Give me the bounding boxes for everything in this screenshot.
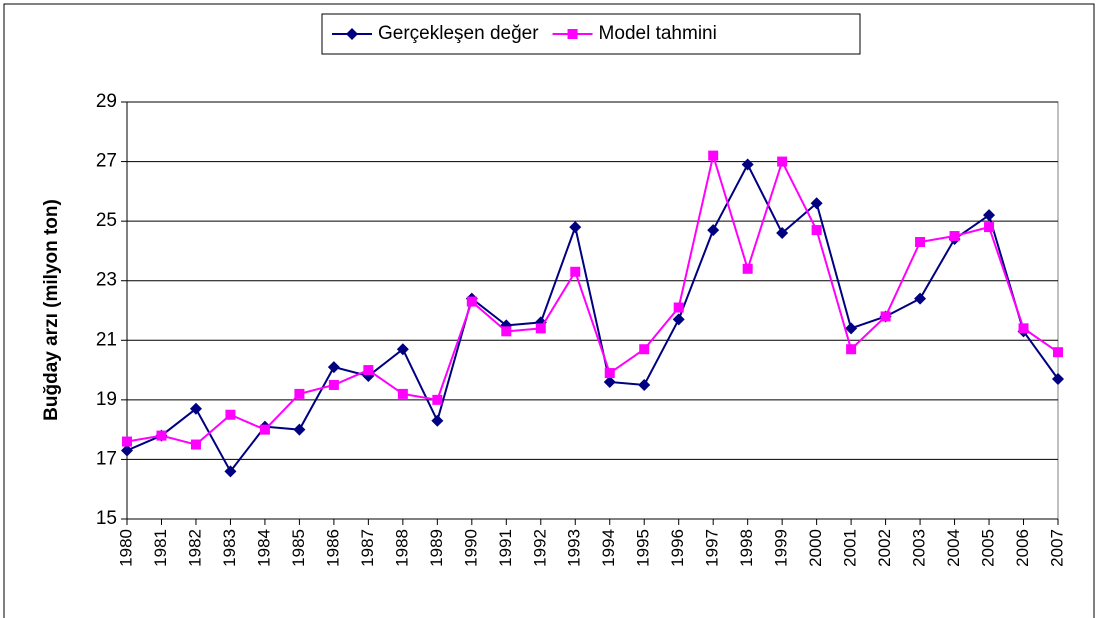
data-point <box>672 313 685 326</box>
y-tick-label: 23 <box>96 270 117 291</box>
y-tick-label: 21 <box>96 329 117 350</box>
data-point <box>604 368 615 379</box>
data-point <box>1053 347 1063 358</box>
x-tick-label: 1982 <box>185 529 204 567</box>
legend-marker <box>346 28 358 40</box>
legend-label: Model tahmini <box>599 23 717 44</box>
data-point <box>328 379 339 390</box>
x-tick-label: 2001 <box>841 529 860 567</box>
data-point <box>259 424 270 435</box>
x-tick-label: 1983 <box>220 529 239 567</box>
x-tick-label: 1999 <box>772 529 791 567</box>
x-tick-label: 2006 <box>1013 529 1032 567</box>
data-point <box>777 156 788 167</box>
data-point <box>224 465 237 478</box>
data-point <box>1018 323 1029 334</box>
data-point <box>603 375 616 388</box>
data-point <box>190 439 201 450</box>
data-point <box>846 344 857 355</box>
x-tick-label: 1989 <box>427 529 446 567</box>
data-point <box>949 231 960 242</box>
data-point <box>432 394 443 405</box>
data-point <box>397 388 408 399</box>
data-point <box>673 302 684 313</box>
data-point <box>708 150 719 161</box>
x-tick-label: 2005 <box>979 529 998 567</box>
data-point <box>639 344 650 355</box>
y-tick-label: 19 <box>96 389 117 410</box>
data-point <box>1052 373 1064 386</box>
y-tick-label: 15 <box>96 508 117 529</box>
data-point <box>431 414 444 427</box>
x-tick-label: 1991 <box>496 529 515 567</box>
x-tick-label: 1981 <box>151 529 170 567</box>
data-point <box>570 266 581 277</box>
data-point <box>569 221 582 234</box>
x-tick-label: 1992 <box>530 529 549 567</box>
y-tick-label: 17 <box>96 448 117 469</box>
y-tick-label: 29 <box>96 91 117 112</box>
x-tick-label: 1985 <box>289 529 308 567</box>
series-line <box>126 151 1059 446</box>
data-point <box>984 222 995 233</box>
data-point <box>327 361 340 374</box>
data-point <box>638 378 651 391</box>
data-point <box>880 311 891 322</box>
data-point <box>983 209 996 222</box>
x-tick-label: 2000 <box>806 529 825 567</box>
x-tick-label: 2002 <box>875 529 894 567</box>
x-tick-label: 2004 <box>944 529 963 567</box>
data-point <box>122 436 132 447</box>
legend-label: Gerçekleşen değer <box>378 23 539 44</box>
data-point <box>535 323 546 334</box>
x-tick-label: 1988 <box>392 529 411 567</box>
data-point <box>189 402 202 415</box>
data-point <box>293 423 306 436</box>
x-tick-label: 2007 <box>1047 529 1066 567</box>
data-point <box>396 343 409 356</box>
y-axis-label: Buğday arzı (milyon ton) <box>41 199 62 421</box>
data-point <box>776 227 789 240</box>
data-point <box>501 326 512 337</box>
data-point <box>845 322 858 335</box>
plot-area <box>126 101 1059 520</box>
data-point <box>156 430 167 441</box>
y-tick-label: 27 <box>96 151 117 172</box>
data-point <box>466 296 477 307</box>
legend-marker <box>567 29 578 39</box>
x-tick-label: 1997 <box>703 529 722 567</box>
x-tick-label: 1980 <box>116 529 135 567</box>
data-point <box>810 197 823 210</box>
data-point <box>742 263 753 274</box>
x-tick-label: 2003 <box>910 529 929 567</box>
x-tick-label: 1986 <box>323 529 342 567</box>
x-tick-label: 1996 <box>668 529 687 567</box>
data-point <box>811 225 822 236</box>
data-point <box>741 158 754 171</box>
x-tick-label: 1984 <box>254 529 273 567</box>
data-point <box>363 365 374 376</box>
data-point <box>121 444 133 457</box>
x-tick-label: 1993 <box>565 529 584 567</box>
data-point <box>915 236 926 247</box>
y-tick-label: 25 <box>96 210 117 231</box>
x-tick-label: 1987 <box>358 529 377 567</box>
series-line <box>126 162 1059 474</box>
data-point <box>707 224 720 237</box>
data-point <box>294 388 305 399</box>
data-point <box>914 292 927 305</box>
x-tick-label: 1998 <box>737 529 756 567</box>
x-tick-label: 1990 <box>461 529 480 567</box>
x-tick-label: 1994 <box>599 529 618 567</box>
x-tick-label: 1995 <box>634 529 653 567</box>
data-point <box>225 409 236 420</box>
